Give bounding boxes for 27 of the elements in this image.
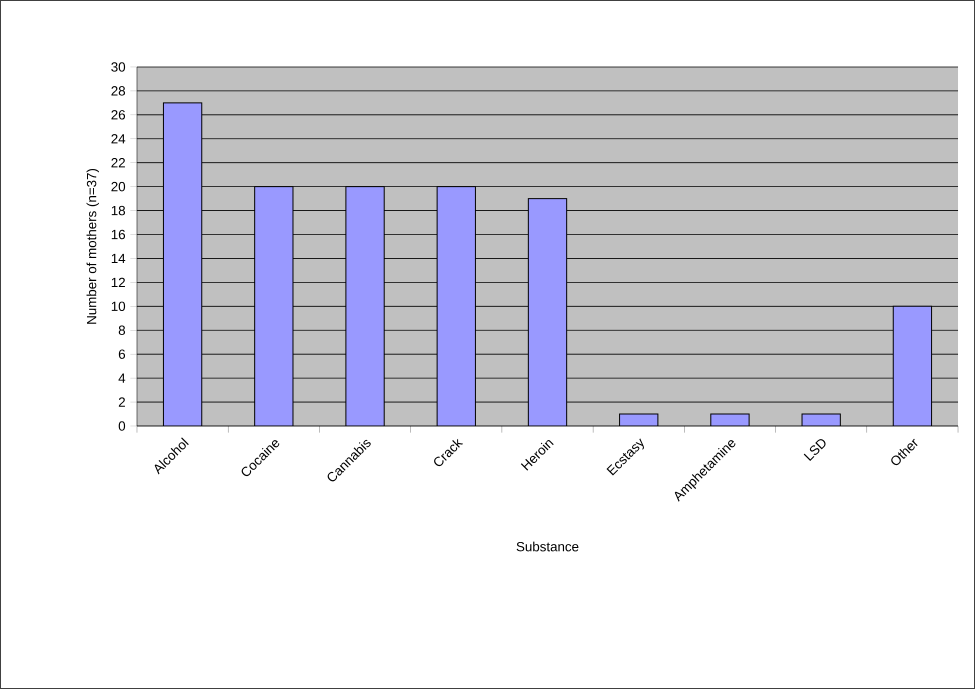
bar <box>802 414 840 426</box>
x-tick-label: LSD <box>804 439 826 461</box>
x-axis-title: Substance <box>516 542 578 552</box>
y-tick-label: 8 <box>118 326 126 335</box>
y-tick-label: 18 <box>112 206 126 216</box>
bar <box>620 414 658 426</box>
bar <box>162 102 202 426</box>
bar <box>528 198 568 426</box>
bar <box>345 186 385 426</box>
y-tick-label: 28 <box>111 86 126 96</box>
y-tick-label: 22 <box>111 158 125 168</box>
y-axis-title: Number of mothers (n=37) <box>86 168 99 324</box>
y-tick-label: 14 <box>112 254 126 264</box>
y-tick-label: 20 <box>111 182 126 192</box>
y-tick-label: 26 <box>111 110 126 120</box>
y-tick-label: 6 <box>118 349 126 359</box>
y-tick-label: 12 <box>112 278 125 288</box>
bar <box>436 186 476 426</box>
y-tick-label: 16 <box>112 230 126 240</box>
bar <box>892 306 932 426</box>
y-tick-label: 0 <box>118 421 126 431</box>
y-tick-label: 2 <box>118 397 125 407</box>
y-tick-label: 24 <box>111 134 126 144</box>
y-tick-label: 10 <box>112 302 126 312</box>
y-tick-label: 4 <box>118 374 126 383</box>
bar <box>254 186 294 426</box>
y-tick-label: 30 <box>111 62 126 72</box>
